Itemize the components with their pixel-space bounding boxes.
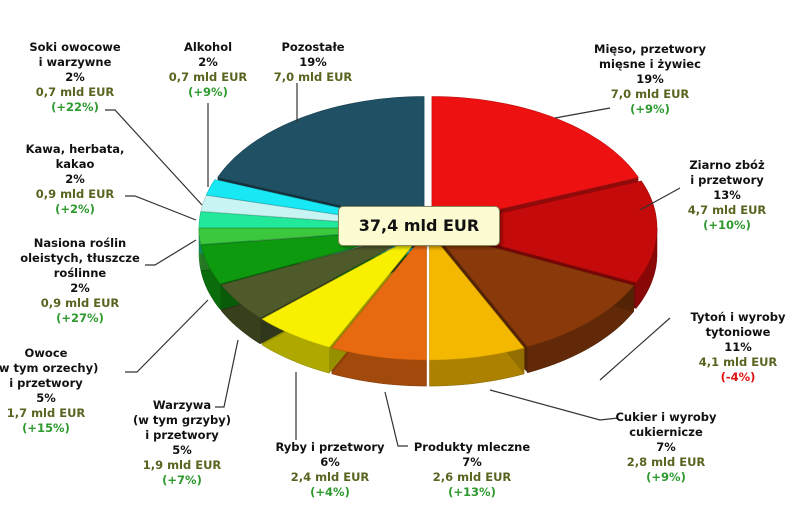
slice-1[interactable]: [434, 180, 658, 283]
label-value: 0,7 mld EUR: [35, 85, 115, 99]
label-name: Nasiona roślin oleistych, tłuszcze rośli…: [20, 236, 140, 280]
label-name: Produkty mleczne: [413, 440, 531, 454]
label-value: 2,4 mld EUR: [290, 470, 370, 484]
leader-line: [125, 195, 197, 221]
label-name: Mięso, przetwory mięsne i żywiec: [594, 42, 706, 71]
label-change: (+9%): [188, 85, 228, 99]
label-name: Tytoń i wyroby tytoniowe: [690, 310, 786, 339]
label-value: 1,7 mld EUR: [6, 406, 86, 420]
slice-label: Alkohol 2% 0,7 mld EUR (+9%): [123, 40, 293, 100]
slice-0[interactable]: [431, 96, 639, 225]
label-name: Soki owocowe i warzywne: [29, 40, 121, 69]
label-value: 0,9 mld EUR: [40, 296, 120, 310]
label-change: (+9%): [630, 102, 670, 116]
label-change: (+15%): [22, 421, 70, 435]
label-change: (+7%): [162, 473, 202, 487]
slice-2[interactable]: [432, 230, 635, 348]
label-percent: 7%: [656, 440, 676, 454]
label-value: 1,9 mld EUR: [142, 458, 222, 472]
label-change: (+27%): [56, 311, 104, 325]
slice-label: Produkty mleczne 7% 2,6 mld EUR (+13%): [387, 440, 557, 500]
label-change: (+9%): [646, 470, 686, 484]
leader-line: [145, 239, 197, 266]
label-percent: 5%: [36, 391, 56, 405]
slice-4[interactable]: [331, 231, 427, 361]
slice-label: Pozostałe 19% 7,0 mld EUR: [228, 40, 398, 85]
label-percent: 13%: [713, 188, 741, 202]
label-value: 2,8 mld EUR: [626, 455, 706, 469]
leader-line: [384, 391, 408, 447]
label-percent: 2%: [198, 55, 218, 69]
slice-label: Ziarno zbóż i przetwory 13% 4,7 mld EUR (+1…: [642, 158, 800, 233]
label-value: 0,9 mld EUR: [35, 187, 115, 201]
leader-line: [639, 187, 681, 211]
label-percent: 5%: [172, 443, 192, 457]
slice-5[interactable]: [261, 231, 425, 348]
leader-line: [599, 317, 671, 381]
leader-line: [554, 107, 611, 119]
slice-label: Kawa, herbata, kakao 2% 0,9 mld EUR (+2%): [0, 142, 160, 217]
label-percent: 19%: [636, 72, 664, 86]
label-change: (+2%): [55, 202, 95, 216]
label-value: 4,1 mld EUR: [698, 355, 778, 369]
label-name: Ziarno zbóż i przetwory: [689, 158, 765, 187]
label-name: Cukier i wyroby cukiernicze: [615, 410, 717, 439]
label-change: (+22%): [51, 100, 99, 114]
label-change: (+13%): [448, 485, 496, 499]
label-percent: 2%: [70, 281, 90, 295]
slice-label: Nasiona roślin oleistych, tłuszcze rośli…: [0, 236, 165, 326]
label-name: Ryby i przetwory: [275, 440, 385, 454]
label-name: Kawa, herbata, kakao: [25, 142, 125, 171]
label-value: 7,0 mld EUR: [273, 70, 353, 84]
slice-label: Tytoń i wyroby tytoniowe 11% 4,1 mld EUR (-…: [653, 310, 800, 385]
label-value: 0,7 mld EUR: [168, 70, 248, 84]
label-percent: 6%: [320, 455, 340, 469]
label-percent: 7%: [462, 455, 482, 469]
slice-label: Warzywa (w tym grzyby) i przetwory 5% 1,9 …: [97, 398, 267, 488]
slice-3[interactable]: [429, 231, 525, 361]
slice-label: Ryby i przetwory 6% 2,4 mld EUR (+4%): [245, 440, 415, 500]
label-percent: 2%: [65, 172, 85, 186]
label-change: (+10%): [703, 218, 751, 232]
label-percent: 19%: [299, 55, 327, 69]
label-percent: 2%: [65, 70, 85, 84]
leader-line: [105, 109, 203, 206]
label-value: 2,6 mld EUR: [432, 470, 512, 484]
slice-label: Cukier i wyroby cukiernicze 7% 2,8 mld EUR…: [581, 410, 751, 485]
slice-label: Mięso, przetwory mięsne i żywiec 19% 7,0 m…: [565, 42, 735, 117]
label-change: (+4%): [310, 485, 350, 499]
label-percent: 11%: [724, 340, 752, 354]
slice-12[interactable]: [217, 96, 425, 225]
label-value: 7,0 mld EUR: [610, 87, 690, 101]
total-label: 37,4 mld EUR: [338, 206, 500, 246]
leader-line: [489, 389, 619, 421]
label-name: Alkohol: [183, 40, 233, 54]
label-change: (-4%): [720, 370, 756, 384]
slice-6[interactable]: [220, 230, 423, 319]
label-name: Warzywa (w tym grzyby) i przetwory: [133, 398, 231, 442]
slice-label: Soki owocowe i warzywne 2% 0,7 mld EUR (+22…: [0, 40, 160, 115]
label-name: Owoce (w tym orzechy) i przetwory: [0, 346, 99, 390]
label-name: Pozostałe: [281, 40, 345, 54]
leader-line: [215, 339, 239, 408]
leader-line: [125, 299, 209, 373]
label-value: 4,7 mld EUR: [687, 203, 767, 217]
